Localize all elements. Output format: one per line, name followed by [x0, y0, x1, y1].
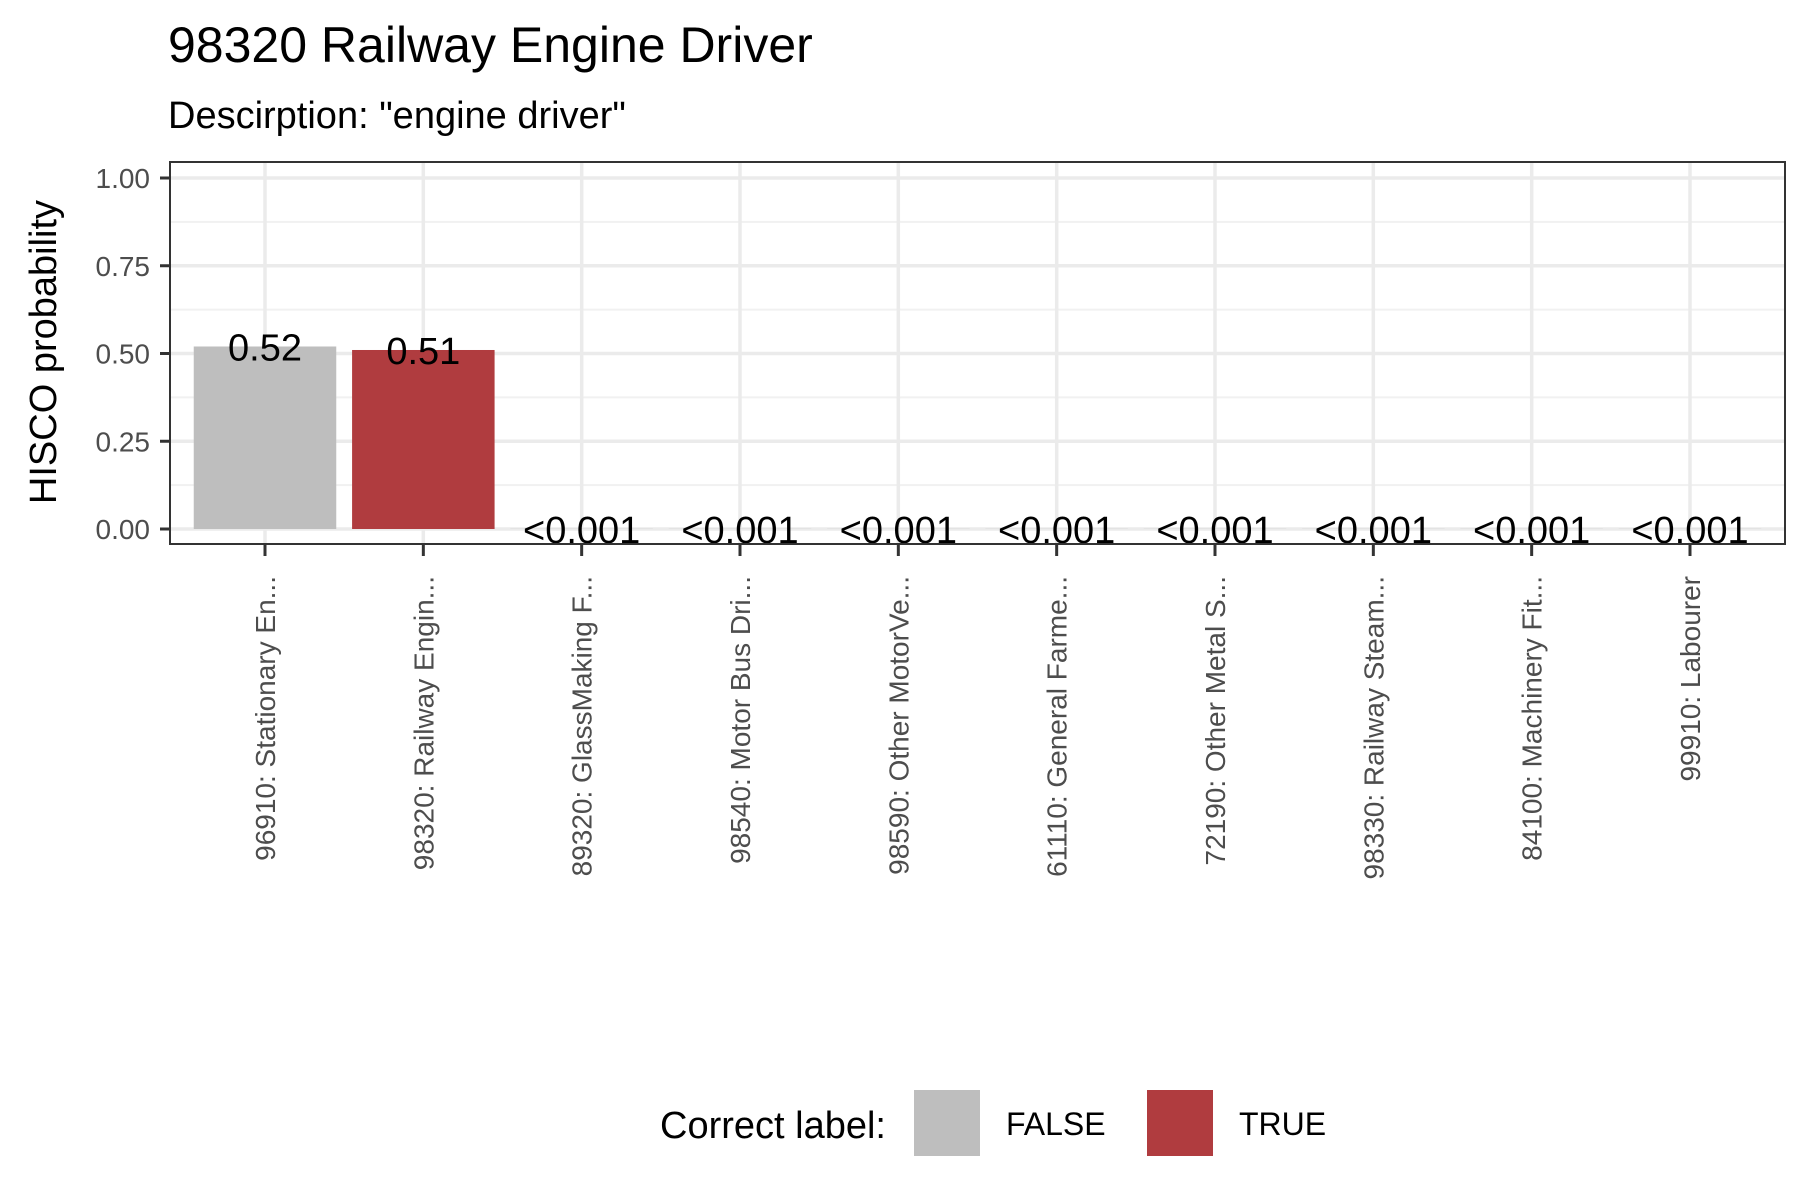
plot-area: 0.52 0.51<0.001 <0.001 <0.001 <0.001 <0.001 <0… — [96, 161, 1786, 880]
x-tick-label: 72190: Other Metal S... — [1200, 576, 1231, 866]
x-tick-label: 89320: GlassMaking F... — [567, 576, 598, 876]
chart-subtitle: Descirption: "engine driver" — [168, 95, 626, 137]
bar — [352, 349, 495, 529]
legend-key-false — [914, 1090, 980, 1156]
bar — [193, 346, 337, 529]
y-tick-label: 0.75 — [96, 251, 151, 282]
x-tick-label: 98330: Railway Steam... — [1358, 576, 1389, 880]
y-tick-label: 1.00 — [96, 163, 151, 194]
x-tick-label: 98590: Other MotorVe... — [883, 576, 914, 875]
data-label: 0.51 — [386, 331, 460, 373]
y-tick-label: 0.50 — [96, 339, 151, 370]
y-tick-label: 0.25 — [96, 426, 151, 457]
x-tick-label: 84100: Machinery Fit... — [1517, 576, 1548, 861]
legend-label-false: FALSE — [1006, 1106, 1106, 1142]
chart-title: 98320 Railway Engine Driver — [168, 17, 813, 73]
legend: Correct label: FALSE TRUE — [660, 1090, 1326, 1156]
x-tick-label: 61110: General Farme... — [1042, 576, 1073, 877]
x-tick-label: 96910: Stationary En... — [250, 576, 281, 861]
x-tick-label: 99910: Labourer — [1675, 576, 1706, 782]
data-label: 0.52 — [228, 327, 302, 369]
legend-label-true: TRUE — [1239, 1106, 1326, 1142]
y-axis-title: HISCO probability — [23, 200, 65, 504]
legend-title: Correct label: — [660, 1105, 886, 1147]
y-tick-label: 0.00 — [96, 514, 151, 545]
x-tick-label: 98320: Railway Engin... — [408, 576, 439, 870]
legend-key-true — [1147, 1090, 1213, 1156]
x-tick-label: 98540: Motor Bus Dri... — [725, 576, 756, 864]
